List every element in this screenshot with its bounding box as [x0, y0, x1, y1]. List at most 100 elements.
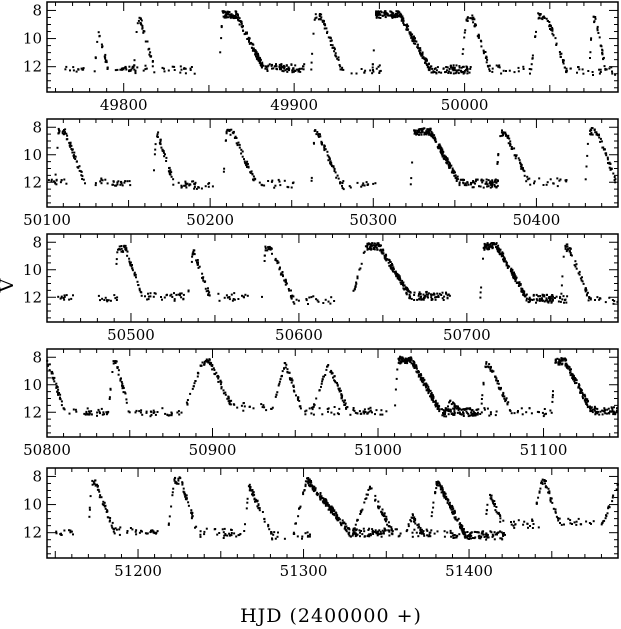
data-point — [171, 491, 174, 494]
data-point — [266, 70, 269, 72]
data-point — [193, 72, 196, 75]
data-point — [183, 184, 186, 187]
data-point — [327, 504, 330, 507]
data-point — [550, 295, 553, 298]
data-point — [310, 61, 313, 64]
data-point — [601, 522, 604, 525]
data-point — [375, 246, 378, 249]
data-point — [515, 155, 517, 158]
data-point — [307, 534, 310, 537]
data-point — [496, 161, 499, 164]
data-point — [587, 299, 590, 302]
data-point — [304, 480, 307, 483]
data-point — [222, 531, 225, 534]
data-point — [216, 533, 219, 536]
data-point — [418, 130, 421, 133]
data-point — [63, 295, 66, 298]
data-point — [496, 512, 499, 515]
data-point — [590, 133, 593, 136]
data-point — [528, 68, 531, 70]
data-point — [283, 367, 285, 370]
data-point — [69, 141, 72, 144]
data-point — [270, 64, 273, 67]
data-point — [453, 413, 456, 416]
data-point — [548, 492, 551, 495]
data-point — [394, 404, 397, 407]
data-point — [447, 405, 449, 408]
data-point — [402, 281, 405, 284]
data-point — [232, 132, 235, 135]
data-point — [562, 295, 565, 298]
data-point — [377, 533, 380, 536]
data-point — [498, 249, 501, 252]
data-point — [246, 31, 248, 34]
y-tick-label: 10 — [23, 30, 42, 48]
data-point — [491, 243, 494, 246]
data-point — [495, 242, 498, 245]
data-point — [473, 530, 476, 533]
data-point — [139, 411, 142, 414]
data-point — [105, 61, 108, 64]
data-point — [613, 179, 616, 182]
data-point — [330, 508, 333, 510]
data-point — [548, 297, 551, 300]
data-point — [55, 183, 58, 186]
data-point — [398, 534, 401, 537]
data-point — [551, 400, 554, 403]
data-point — [471, 409, 474, 411]
data-point — [389, 261, 392, 263]
data-point — [341, 187, 344, 189]
data-point — [419, 373, 422, 376]
data-point — [478, 185, 480, 188]
data-point — [425, 291, 428, 293]
data-point — [129, 527, 132, 529]
data-point — [69, 531, 72, 534]
data-point — [496, 531, 499, 534]
data-point — [246, 294, 249, 297]
data-point — [442, 157, 445, 160]
data-point — [115, 528, 118, 531]
data-point — [170, 171, 173, 174]
data-point — [144, 295, 146, 298]
data-point — [108, 520, 111, 523]
data-point — [542, 294, 544, 297]
data-point — [281, 271, 284, 273]
data-point — [226, 534, 229, 537]
data-point — [582, 394, 585, 397]
data-point — [457, 72, 460, 75]
data-point — [600, 140, 603, 143]
data-point — [424, 61, 426, 64]
data-point — [153, 169, 155, 172]
data-point — [214, 528, 217, 530]
data-point — [613, 300, 616, 302]
data-point — [235, 142, 238, 145]
data-point — [381, 14, 384, 17]
data-point — [279, 378, 282, 381]
data-point — [551, 299, 554, 302]
data-point — [297, 515, 300, 518]
data-point — [449, 71, 452, 74]
data-point — [479, 537, 482, 540]
data-point — [423, 296, 426, 299]
data-point — [367, 489, 370, 491]
data-point — [566, 248, 569, 251]
data-point — [363, 530, 366, 533]
data-point — [415, 40, 418, 43]
data-point — [259, 58, 262, 61]
data-point — [280, 63, 283, 66]
data-point — [489, 368, 492, 371]
data-point — [360, 412, 363, 415]
data-point — [498, 250, 501, 253]
data-point — [551, 294, 554, 296]
data-point — [168, 414, 171, 417]
data-point — [448, 410, 451, 413]
data-point — [451, 512, 454, 515]
data-point — [513, 271, 515, 274]
data-point — [57, 132, 60, 135]
data-point — [597, 32, 600, 34]
data-point — [133, 271, 136, 274]
data-point — [429, 134, 432, 137]
data-point — [395, 272, 398, 275]
data-point — [145, 410, 148, 413]
data-point — [566, 243, 569, 246]
